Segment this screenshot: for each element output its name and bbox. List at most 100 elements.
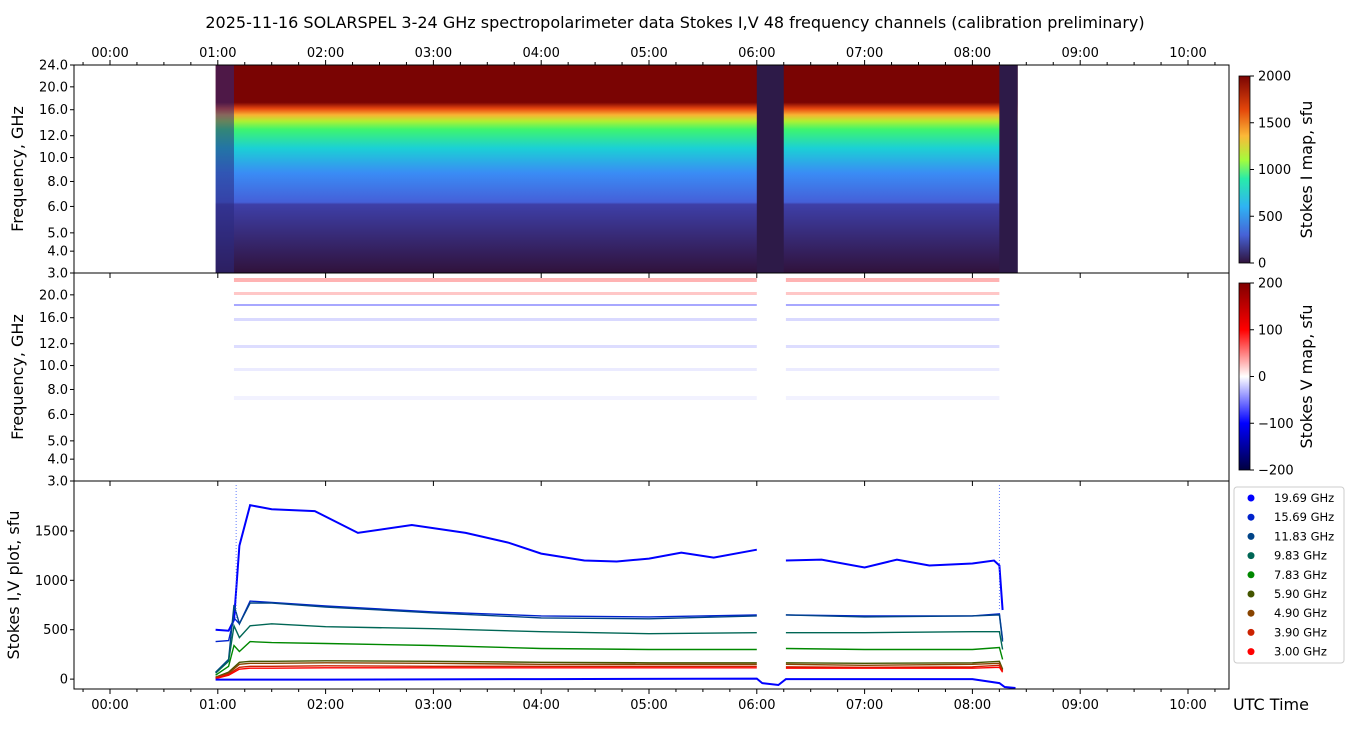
x-tick-label-top: 04:00 — [522, 46, 559, 61]
x-tick-label-bottom: 02:00 — [307, 698, 344, 713]
y-tick-label: 16.0 — [39, 311, 68, 326]
x-tick-label-top: 03:00 — [415, 46, 452, 61]
v-map-band — [233, 304, 757, 306]
series-line-15-69-ghz — [215, 600, 757, 643]
stokes-v-map-panel — [233, 278, 1000, 400]
x-tick-label-bottom: 06:00 — [738, 698, 775, 713]
y-tick-label: 1500 — [35, 524, 68, 539]
v-map-band — [785, 396, 1000, 400]
series-line-7-83-ghz — [785, 646, 1004, 660]
legend-label: 5.90 GHz — [1274, 587, 1327, 601]
colorbar-tick-label: 1000 — [1258, 163, 1291, 178]
x-tick-label-top: 06:00 — [738, 46, 775, 61]
legend-marker — [1247, 628, 1255, 636]
x-tick-label-top: 08:00 — [954, 46, 991, 61]
v-map-band — [785, 368, 1000, 371]
y-tick-label: 8.0 — [47, 383, 68, 398]
x-tick-label-bottom: 10:00 — [1169, 698, 1206, 713]
series-line-7-83-ghz — [215, 640, 757, 676]
x-axis-label: UTC Time — [1233, 695, 1309, 714]
x-tick-label-top: 01:00 — [199, 46, 236, 61]
series-line-9-83-ghz — [785, 631, 1004, 650]
y-axis-label-1: Frequency, GHz — [8, 106, 27, 232]
series-line-3-90-ghz — [785, 664, 1004, 672]
x-tick-label-top: 05:00 — [630, 46, 667, 61]
x-tick-label-bottom: 00:00 — [91, 698, 128, 713]
y-tick-label: 1000 — [35, 574, 68, 589]
legend-label: 19.69 GHz — [1274, 491, 1334, 505]
x-tick-label-bottom: 01:00 — [199, 698, 236, 713]
colorbar-tick-label: 0 — [1258, 370, 1266, 385]
x-tick-label-bottom: 09:00 — [1061, 698, 1098, 713]
x-tick-label-top: 10:00 — [1169, 46, 1206, 61]
legend-label: 15.69 GHz — [1274, 510, 1334, 524]
legend-marker — [1247, 494, 1255, 502]
series-line-v — [215, 677, 1016, 689]
panel-frame-3 — [73, 480, 1230, 690]
y-tick-label: 20.0 — [39, 80, 68, 95]
axes: 00:00 00:00 01:00 01:00 02:00 02:00 03:00 03:00… — [4, 46, 1316, 713]
y-tick-label: 10.0 — [39, 151, 68, 166]
y-tick-label: 5.0 — [47, 226, 68, 241]
legend-marker — [1247, 571, 1255, 579]
x-tick-label-top: 09:00 — [1061, 46, 1098, 61]
colorbar-tick-label: 500 — [1258, 210, 1283, 225]
y-tick-label: 4.0 — [47, 245, 68, 260]
y-tick-label: 24.0 — [39, 59, 68, 74]
x-tick-label-top: 07:00 — [846, 46, 883, 61]
y-tick-label: 12.0 — [39, 337, 68, 352]
legend-label: 3.90 GHz — [1274, 625, 1327, 639]
legend-marker — [1247, 590, 1255, 598]
stokes-line-panel — [215, 485, 1016, 689]
spectrogram-gap — [756, 65, 784, 273]
legend-marker — [1247, 513, 1255, 521]
v-map-band — [233, 278, 757, 282]
series-line-4-90-ghz — [215, 662, 757, 679]
y-tick-label: 3.0 — [47, 267, 68, 282]
y-tick-label: 16.0 — [39, 103, 68, 118]
series-line-4-90-ghz — [785, 662, 1004, 671]
colorbar-tick-label: −100 — [1258, 417, 1294, 432]
legend-marker — [1247, 532, 1255, 540]
y-tick-label: 6.0 — [47, 408, 68, 423]
v-map-band — [785, 318, 1000, 321]
y-tick-label: 12.0 — [39, 129, 68, 144]
y-tick-label: 5.0 — [47, 434, 68, 449]
legend-label: 9.83 GHz — [1274, 549, 1327, 563]
stokes-i-map-panel — [215, 65, 1018, 273]
series-line-11-83-ghz — [215, 602, 757, 673]
colorbar-tick-label: 2000 — [1258, 70, 1291, 85]
legend-marker — [1247, 648, 1255, 656]
legend-label: 11.83 GHz — [1274, 529, 1334, 543]
stokes-v-colorbar — [1238, 282, 1251, 471]
x-tick-label-top: 00:00 — [91, 46, 128, 61]
colorbar-tick-label: −200 — [1258, 464, 1294, 479]
v-map-band — [785, 345, 1000, 348]
y-axis-label-3: Stokes I,V plot, sfu — [4, 511, 23, 660]
colorbar-tick-label: 1500 — [1258, 116, 1291, 131]
legend: 19.69 GHz 15.69 GHz 11.83 GHz 9.83 GHz 7.83 … — [1233, 486, 1345, 664]
x-tick-label-bottom: 04:00 — [522, 698, 559, 713]
y-tick-label: 4.0 — [47, 453, 68, 468]
v-map-band — [233, 292, 757, 295]
v-map-band — [233, 368, 757, 371]
y-tick-label: 10.0 — [39, 359, 68, 374]
x-tick-label-bottom: 07:00 — [846, 698, 883, 713]
colorbar-tick-label: 100 — [1258, 323, 1283, 338]
v-map-band — [785, 304, 1000, 306]
v-map-band — [785, 292, 1000, 295]
series-line-11-83-ghz — [785, 614, 1004, 642]
x-tick-label-bottom: 08:00 — [954, 698, 991, 713]
legend-label: 4.90 GHz — [1274, 606, 1327, 620]
chart-title: 2025-11-16 SOLARSPEL 3-24 GHz spectropol… — [205, 13, 1144, 32]
v-map-band — [233, 396, 757, 400]
series-line-3-00-ghz — [785, 666, 1004, 673]
series-line-15-69-ghz — [785, 613, 1004, 640]
y-tick-label: 3.0 — [47, 475, 68, 490]
legend-label: 7.83 GHz — [1274, 568, 1327, 582]
legend-box — [1233, 486, 1345, 664]
colorbar-tick-label: 0 — [1258, 257, 1266, 272]
spectrogram-onset — [215, 65, 234, 273]
stokes-i-colorbar — [1238, 75, 1251, 264]
